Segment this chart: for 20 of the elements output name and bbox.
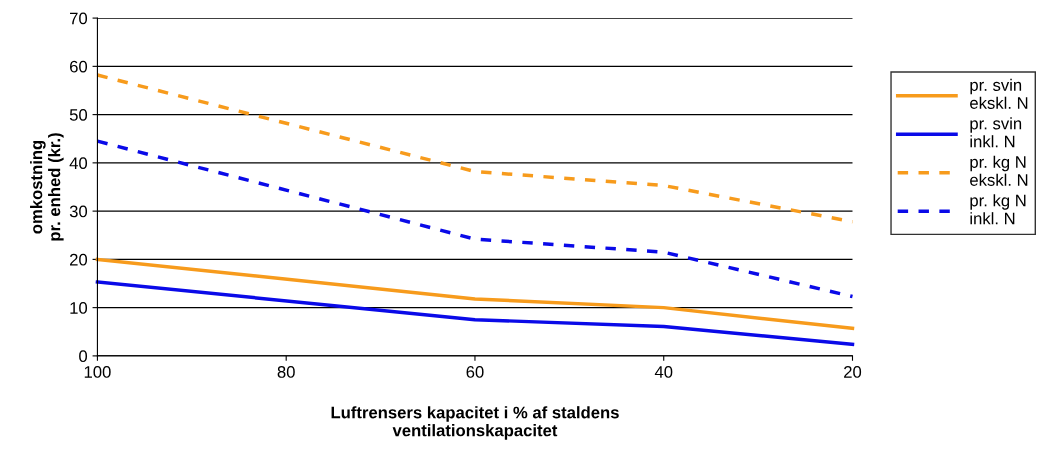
line-series xyxy=(95,257,855,331)
line-series xyxy=(95,73,855,224)
y-axis-title: omkostning pr. enhed (kr.) xyxy=(30,133,64,241)
x-axis-title: Luftrensers kapacitet i % af staldens ventilationskapacitet xyxy=(331,406,619,440)
y-tick-label: 70 xyxy=(70,12,88,25)
y-tick-label: 30 xyxy=(69,205,88,218)
legend-label: pr. kg N inkl. N xyxy=(970,194,1026,225)
line-series xyxy=(95,280,855,347)
y-tick-label: 60 xyxy=(70,60,88,73)
x-tick-label: 100 xyxy=(84,366,111,378)
y-tick-label: 20 xyxy=(70,253,88,266)
y-tick-label: 40 xyxy=(69,157,88,170)
x-tick-label: 40 xyxy=(654,366,673,378)
y-tick-label: 0 xyxy=(79,350,88,363)
y-tick-label: 50 xyxy=(69,109,88,121)
y-tick-label: 10 xyxy=(70,302,88,314)
x-tick-label: 60 xyxy=(466,366,484,378)
line-series xyxy=(95,139,855,299)
x-tick-label: 20 xyxy=(844,366,862,378)
x-tick-label: 80 xyxy=(277,366,295,378)
